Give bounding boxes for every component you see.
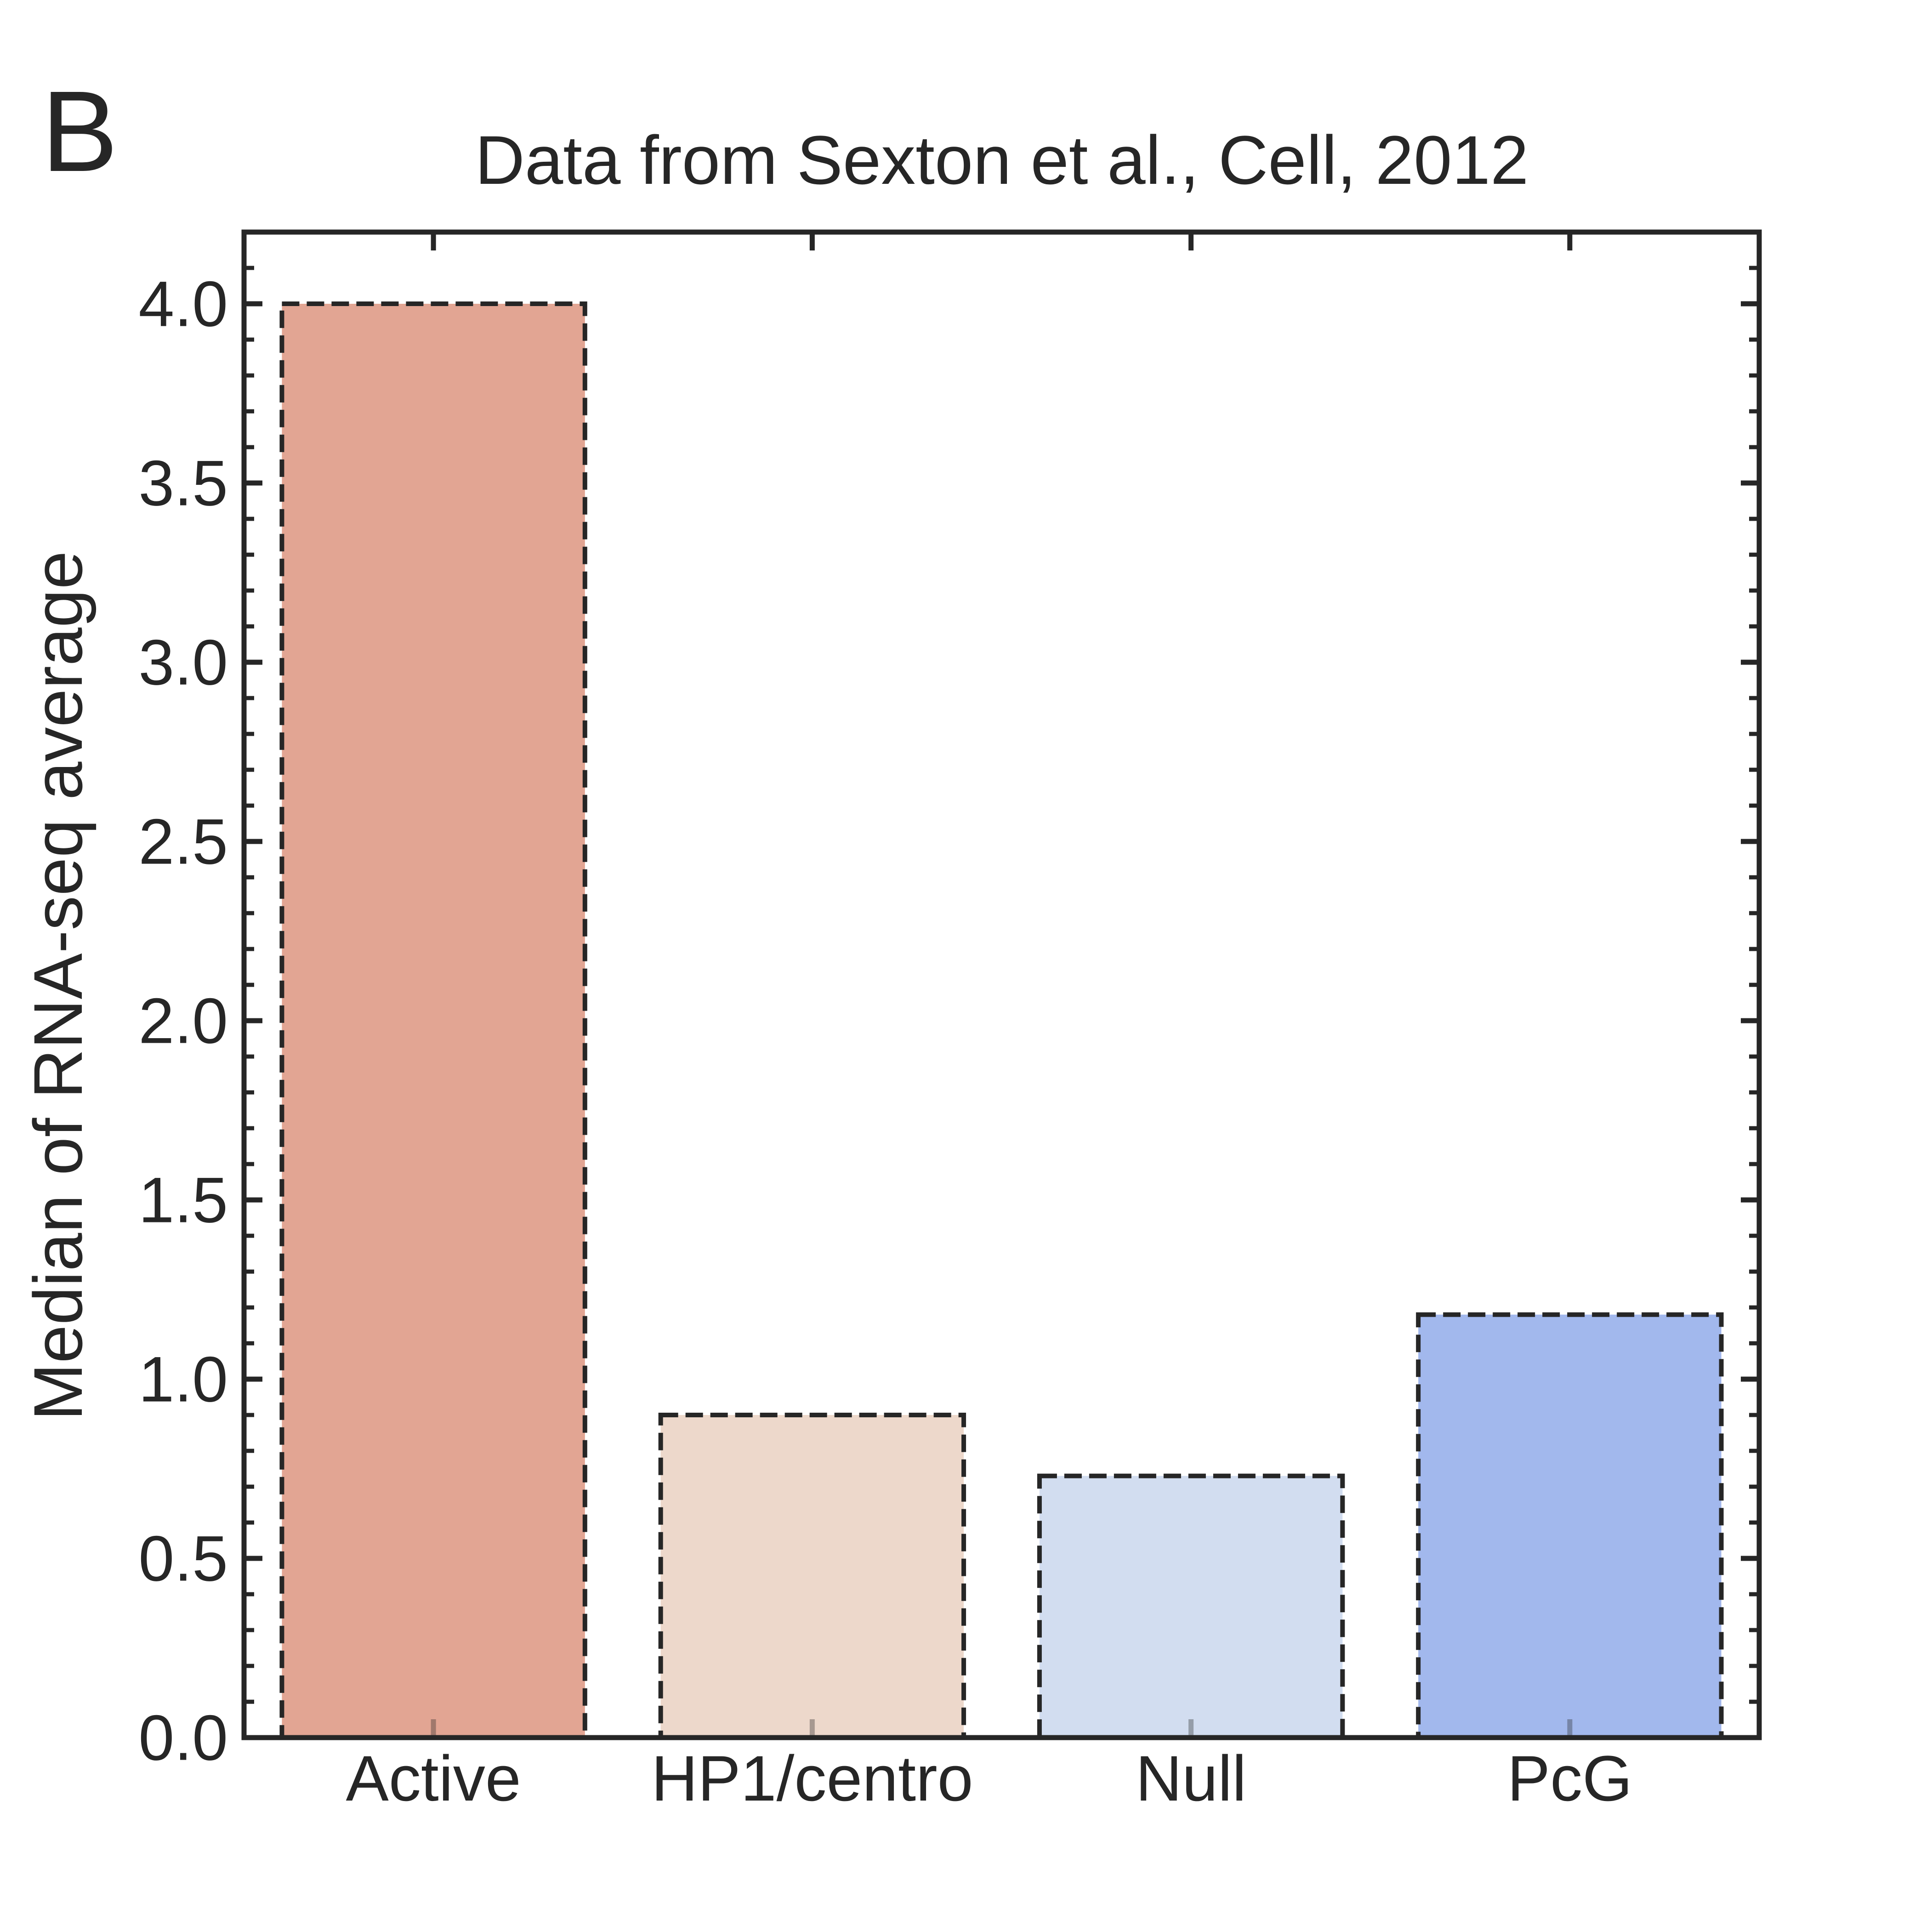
x-tick-label: Active	[346, 1742, 521, 1814]
bar-pcg	[1416, 1312, 1724, 1740]
y-tick-label: 1.0	[138, 1343, 228, 1415]
bar-active	[279, 301, 587, 1740]
chart-title: Data from Sexton et al., Cell, 2012	[475, 121, 1529, 199]
bar-null	[1037, 1473, 1345, 1740]
y-tick-label: 1.5	[138, 1164, 228, 1236]
bar-hp1-centro	[658, 1413, 966, 1740]
tick-labels: 0.0 0.5 1.0 1.5 2.0 2.5 3.0 3.5 4.0 Active HP1/cen…	[138, 268, 1632, 1815]
y-axis-label: Median of RNA-seq average	[19, 551, 97, 1421]
x-tick-label: PcG	[1507, 1742, 1632, 1814]
y-tick-label: 3.0	[138, 626, 228, 699]
panel-label: B	[41, 67, 118, 195]
plot-frame	[241, 229, 1762, 1740]
y-tick-label: 3.5	[138, 447, 228, 519]
bars	[279, 301, 1724, 1740]
y-tick-label: 4.0	[138, 268, 228, 340]
y-tick-label: 2.0	[138, 985, 228, 1057]
y-tick-label: 2.5	[138, 806, 228, 878]
x-tick-label: Null	[1136, 1742, 1246, 1814]
x-tick-label: HP1/centro	[651, 1742, 973, 1814]
y-tick-label: 0.5	[138, 1523, 228, 1595]
y-tick-label: 0.0	[138, 1702, 228, 1774]
